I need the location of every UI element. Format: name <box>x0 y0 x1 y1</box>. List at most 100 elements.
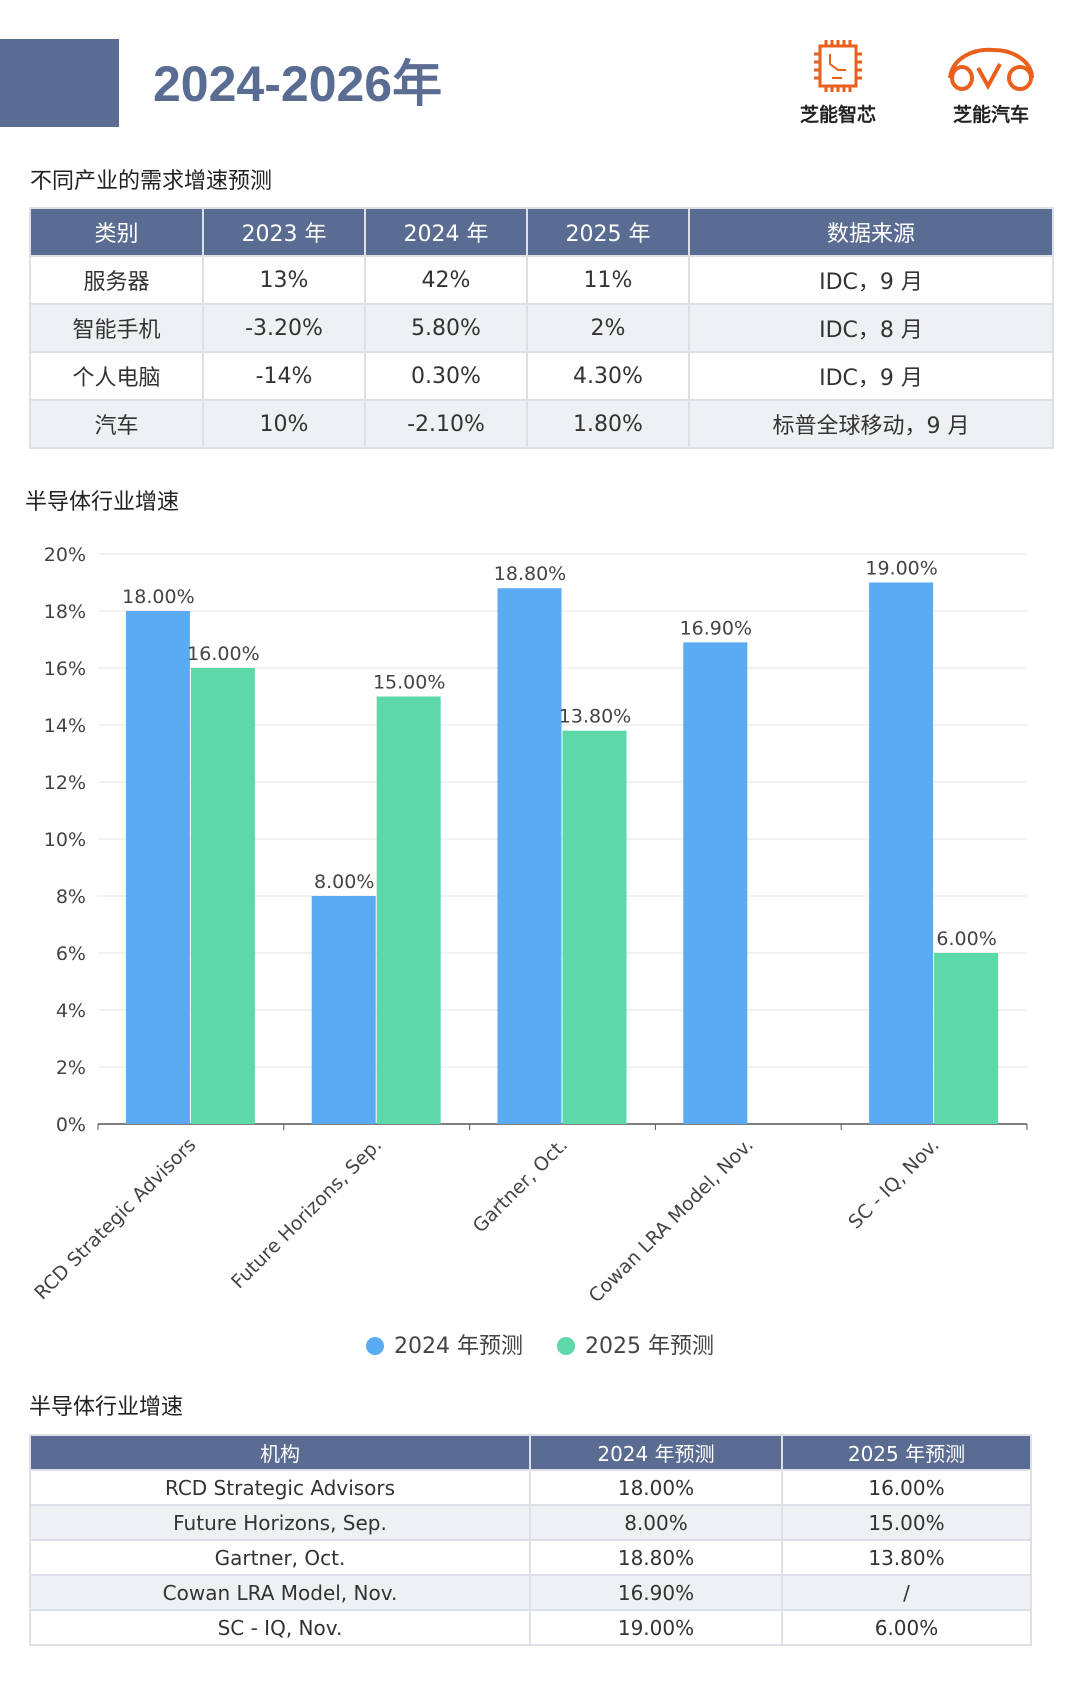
table-cell: -14% <box>202 351 366 401</box>
bar-2025 <box>562 730 627 1124</box>
data-label: 13.80% <box>559 706 631 728</box>
table-cell: 服务器 <box>29 255 204 305</box>
data-label: 6.00% <box>936 928 996 950</box>
table-cell: 2% <box>526 303 690 353</box>
table-cell: 13.80% <box>781 1539 1032 1576</box>
table-row: Gartner, Oct. 18.80% 13.80% <box>29 1539 1032 1576</box>
table-row: Future Horizons, Sep. 8.00% 15.00% <box>29 1504 1032 1541</box>
table-cell: 标普全球移动，9 月 <box>688 399 1054 449</box>
legend-item-2024[interactable]: 2024 年预测 <box>366 1328 523 1360</box>
y-tick-label: 10% <box>44 829 86 851</box>
y-tick-label: 6% <box>56 943 86 965</box>
logo-zhineng-auto: 芝能汽车 <box>944 38 1038 127</box>
y-tick-label: 0% <box>56 1114 86 1136</box>
table-cell: 8.00% <box>529 1504 783 1541</box>
col-header: 2024 年预测 <box>529 1434 783 1471</box>
bar-2025 <box>190 668 255 1124</box>
header-block <box>0 39 119 127</box>
table-row: 个人电脑 -14% 0.30% 4.30% IDC，9 月 <box>29 351 1054 401</box>
x-tick-label: RCD Strategic Advisors <box>30 1134 200 1304</box>
page-title: 2024-2026年 <box>153 56 443 112</box>
x-tick-label: SC - IQ, Nov. <box>844 1134 943 1233</box>
section-title-chart: 半导体行业增速 <box>25 490 180 515</box>
table-cell: 智能手机 <box>29 303 204 353</box>
data-label: 16.90% <box>680 617 752 639</box>
y-tick-label: 8% <box>56 886 86 908</box>
legend-label: 2025 年预测 <box>585 1334 714 1359</box>
table-cell: IDC，8 月 <box>688 303 1054 353</box>
table-row: SC - IQ, Nov. 19.00% 6.00% <box>29 1609 1032 1646</box>
semiconductor-table: 机构 2024 年预测 2025 年预测 RCD Strategic Advis… <box>29 1434 1032 1646</box>
table-row: 汽车 10% -2.10% 1.80% 标普全球移动，9 月 <box>29 399 1054 449</box>
demand-table: 类别 2023 年 2024 年 2025 年 数据来源 服务器 13% 42% 11… <box>29 207 1054 449</box>
col-header: 类别 <box>29 207 204 257</box>
table-cell: 13% <box>202 255 366 305</box>
table-row: 智能手机 -3.20% 5.80% 2% IDC，8 月 <box>29 303 1054 353</box>
table-cell: 5.80% <box>364 303 528 353</box>
chip-icon <box>814 40 862 92</box>
col-header: 2025 年 <box>526 207 690 257</box>
table-cell: Cowan LRA Model, Nov. <box>29 1574 531 1611</box>
col-header: 机构 <box>29 1434 531 1471</box>
col-header: 数据来源 <box>688 207 1054 257</box>
y-tick-label: 16% <box>44 658 86 680</box>
logo-text: 芝能汽车 <box>952 104 1029 126</box>
y-tick-label: 2% <box>56 1057 86 1079</box>
table-cell: IDC，9 月 <box>688 255 1054 305</box>
legend-label: 2024 年预测 <box>394 1334 523 1359</box>
table-row: 服务器 13% 42% 11% IDC，9 月 <box>29 255 1054 305</box>
table-cell: 10% <box>202 399 366 449</box>
table-cell: 16.90% <box>529 1574 783 1611</box>
x-tick-label: Future Horizons, Sep. <box>227 1134 386 1293</box>
table-cell: Gartner, Oct. <box>29 1539 531 1576</box>
y-tick-label: 18% <box>44 601 86 623</box>
table-cell: -2.10% <box>364 399 528 449</box>
table-cell: 6.00% <box>781 1609 1032 1646</box>
data-label: 8.00% <box>314 871 374 893</box>
y-tick-label: 20% <box>44 544 86 566</box>
col-header: 2024 年 <box>364 207 528 257</box>
table-cell: 11% <box>526 255 690 305</box>
table-cell: 15.00% <box>781 1504 1032 1541</box>
section-title-demand: 不同产业的需求增速预测 <box>30 169 273 194</box>
legend-item-2025[interactable]: 2025 年预测 <box>557 1328 714 1360</box>
table-cell: Future Horizons, Sep. <box>29 1504 531 1541</box>
bar-2024 <box>683 642 748 1124</box>
table-cell: 4.30% <box>526 351 690 401</box>
col-header: 2025 年预测 <box>781 1434 1032 1471</box>
data-label: 16.00% <box>187 643 259 665</box>
bar-2025 <box>376 696 441 1124</box>
table-cell: 汽车 <box>29 399 204 449</box>
table-cell: 个人电脑 <box>29 351 204 401</box>
table-cell: / <box>781 1574 1032 1611</box>
bar-2025 <box>934 953 999 1124</box>
data-label: 18.80% <box>494 563 566 585</box>
x-tick-label: Cowan LRA Model, Nov. <box>585 1134 758 1307</box>
table-row: Cowan LRA Model, Nov. 16.90% / <box>29 1574 1032 1611</box>
chart-legend: 2024 年预测 2025 年预测 <box>0 1328 1080 1360</box>
table-cell: 16.00% <box>781 1469 1032 1506</box>
bar-2024 <box>869 582 934 1124</box>
table-row: RCD Strategic Advisors 18.00% 16.00% <box>29 1469 1032 1506</box>
table-cell: RCD Strategic Advisors <box>29 1469 531 1506</box>
bar-chart: 0% 2% 4% 6% 8% 10% 12% 14% 16% 18% 20% 18.00% 16.00%… <box>30 544 1028 1307</box>
table-cell: 18.00% <box>529 1469 783 1506</box>
table-cell: 1.80% <box>526 399 690 449</box>
table-cell: 18.80% <box>529 1539 783 1576</box>
table-cell: SC - IQ, Nov. <box>29 1609 531 1646</box>
logo-zhineng-chip: 芝能智芯 <box>800 38 876 127</box>
table-cell: 19.00% <box>529 1609 783 1646</box>
legend-dot <box>557 1337 575 1355</box>
data-label: 15.00% <box>373 672 445 694</box>
section-title-semi: 半导体行业增速 <box>29 1395 184 1420</box>
car-icon <box>948 47 1034 91</box>
table-cell: IDC，9 月 <box>688 351 1054 401</box>
y-tick-label: 14% <box>44 715 86 737</box>
data-label: 18.00% <box>122 586 194 608</box>
col-header: 2023 年 <box>202 207 366 257</box>
x-tick-label: Gartner, Oct. <box>469 1134 572 1237</box>
logo-text: 芝能智芯 <box>800 104 877 126</box>
legend-dot <box>366 1337 385 1355</box>
bar-2024 <box>125 611 190 1124</box>
table-cell: 42% <box>364 255 528 305</box>
